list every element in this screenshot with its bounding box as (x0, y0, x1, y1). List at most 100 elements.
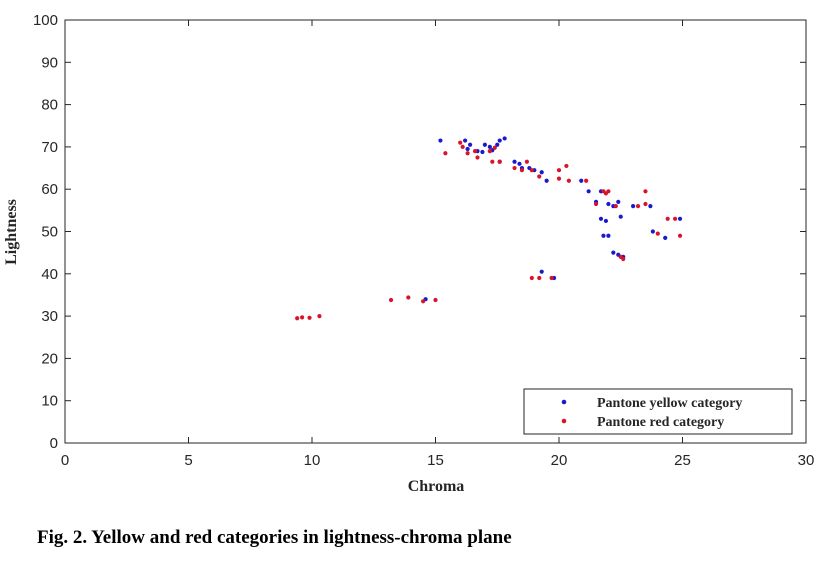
x-axis-label: Chroma (408, 478, 465, 495)
red-point (621, 256, 626, 262)
red-point (492, 145, 497, 150)
x-tick-label: 30 (798, 452, 815, 469)
red-point (524, 159, 529, 164)
y-tick-label: 100 (33, 12, 58, 29)
red-point (643, 189, 648, 194)
red-point (655, 231, 660, 236)
y-tick-label: 50 (41, 224, 58, 241)
yellow-point (482, 142, 487, 147)
yellow-point (586, 189, 591, 194)
yellow-point (603, 218, 609, 224)
yellow-point (495, 142, 500, 147)
red-point (635, 204, 641, 209)
legend-label-red: Pantone red category (597, 415, 724, 430)
yellow-point (618, 214, 623, 219)
yellow-point (650, 229, 655, 234)
red-point (406, 295, 411, 300)
yellow-point (480, 149, 485, 155)
yellow-point (517, 161, 522, 166)
red-point (556, 176, 562, 181)
red-point (307, 315, 312, 320)
red-point (556, 168, 562, 173)
yellow-point (487, 144, 492, 149)
red-point (465, 151, 470, 156)
red-point (460, 144, 465, 149)
yellow-point (601, 233, 606, 238)
yellow-point (648, 204, 653, 209)
yellow-point (438, 138, 443, 143)
yellow-point (663, 235, 668, 240)
yellow-point (598, 216, 604, 221)
x-tick-label: 0 (61, 452, 69, 469)
yellow-point (539, 170, 544, 175)
yellow-point (616, 199, 621, 204)
x-tick-label: 25 (674, 452, 691, 469)
red-point (443, 151, 448, 156)
red-point (672, 216, 678, 221)
red-point (497, 159, 502, 164)
red-point (613, 204, 618, 209)
red-point (593, 201, 599, 207)
axes (64, 19, 807, 444)
red-point (537, 275, 542, 281)
yellow-point (631, 204, 636, 209)
x-tick-label: 15 (427, 452, 444, 469)
red-point (300, 315, 305, 320)
plot-frame (64, 19, 807, 444)
x-tick-label: 20 (551, 452, 568, 469)
yellow-point (611, 250, 616, 255)
red-point (537, 174, 542, 179)
legend-box (523, 388, 793, 435)
y-tick-label: 30 (41, 308, 58, 325)
red-point (433, 297, 438, 303)
legend-marker-red (561, 418, 567, 424)
red-point (584, 178, 589, 183)
red-point (421, 299, 426, 304)
red-point (472, 149, 478, 154)
yellow-point (465, 146, 470, 152)
red-point (564, 163, 569, 169)
yellow-point (497, 138, 502, 143)
legend: Pantone yellow category Pantone red cate… (523, 388, 793, 435)
yellow-point (544, 178, 549, 183)
red-point (677, 233, 683, 238)
red-point (295, 316, 300, 321)
yellow-point (539, 269, 544, 274)
red-point (529, 168, 534, 173)
red-point (643, 201, 648, 207)
yellow-point (606, 201, 611, 207)
red-point (512, 165, 517, 171)
red-point (566, 178, 571, 183)
red-point (317, 314, 322, 319)
y-axis-label: Lightness (3, 199, 20, 265)
ticks: 0 5 10 15 20 25 30 0 10 20 30 40 50 60 70 80 90 100 (33, 12, 814, 469)
y-tick-label: 0 (50, 435, 58, 452)
red-point (490, 159, 495, 164)
red-point (519, 168, 525, 173)
yellow-point (502, 136, 507, 141)
red-point (529, 275, 534, 281)
x-tick-label: 10 (304, 452, 321, 469)
legend-label-yellow: Pantone yellow category (597, 396, 742, 411)
data-points (295, 136, 683, 321)
yellow-point (512, 159, 517, 164)
y-tick-label: 70 (41, 139, 58, 156)
y-tick-label: 40 (41, 266, 58, 283)
red-point (606, 189, 611, 194)
yellow-point (606, 233, 611, 238)
yellow-point (463, 138, 468, 143)
red-point (665, 216, 670, 221)
red-point (475, 155, 480, 160)
red-point (549, 275, 554, 281)
red-point (487, 149, 492, 154)
yellow-point (467, 142, 473, 147)
x-tick-label: 5 (184, 452, 192, 469)
y-tick-label: 80 (41, 97, 58, 114)
y-tick-label: 10 (41, 393, 58, 410)
yellow-point (579, 178, 584, 183)
y-tick-label: 20 (41, 350, 58, 367)
red-point (458, 140, 463, 145)
y-tick-label: 60 (41, 181, 58, 198)
legend-marker-yellow (561, 399, 567, 405)
y-tick-label: 90 (41, 54, 58, 71)
